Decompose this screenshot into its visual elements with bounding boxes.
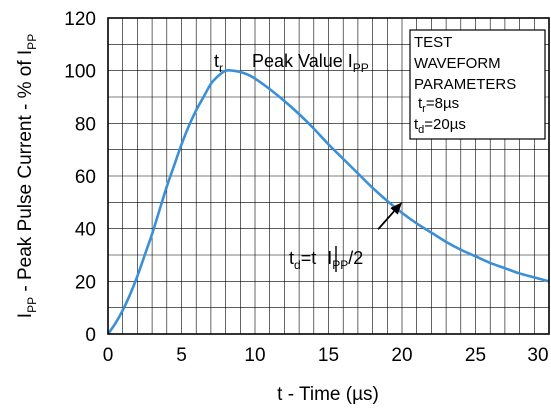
- y-tick-label: 120: [64, 9, 96, 30]
- x-tick-label: 15: [318, 345, 339, 366]
- x-tick-label: 5: [176, 345, 187, 366]
- x-tick-label: 10: [244, 345, 265, 366]
- y-tick-label: 80: [75, 114, 96, 135]
- parameters-box-frame: [409, 29, 546, 140]
- series-line-ipp-waveform: [106, 68, 550, 335]
- td-label: td=t IPP/2: [289, 248, 363, 272]
- y-tick-label: 100: [64, 62, 96, 83]
- y-axis-title: IPP - Peak Pulse Current - % of IPP: [15, 34, 39, 318]
- x-tick-label: 25: [465, 345, 486, 366]
- peak-value-label: Peak Value IPP: [252, 51, 369, 75]
- box-line-waveform: WAVEFORM: [414, 55, 501, 72]
- y-tick-label: 60: [75, 167, 96, 188]
- td-arrow: [377, 202, 402, 230]
- x-tick-label: 20: [391, 345, 412, 366]
- series-layer: [106, 68, 550, 335]
- y-tick-label: 40: [75, 220, 96, 241]
- test-waveform-parameters-box: TEST WAVEFORM PARAMETERS tr=8µs td=20µs: [409, 29, 546, 140]
- plot-frame: [107, 17, 550, 335]
- x-tick-label: 30: [527, 345, 548, 366]
- box-line-tr: tr=8µs: [418, 95, 459, 115]
- x-axis-tick-labels: 0 5 10 15 20 25 30: [103, 345, 549, 366]
- x-axis-title: t - Time (µs): [277, 384, 379, 405]
- y-tick-label: 0: [85, 325, 96, 346]
- box-line-test: TEST: [414, 34, 452, 51]
- box-line-td: td=20µs: [414, 116, 466, 136]
- x-tick-label: 0: [103, 345, 114, 366]
- box-line-parameters: PARAMETERS: [414, 76, 516, 93]
- tr-label: tr: [214, 51, 223, 75]
- y-axis-tick-labels: 0 20 40 60 80 100 120: [64, 9, 96, 346]
- y-tick-label: 20: [75, 272, 96, 293]
